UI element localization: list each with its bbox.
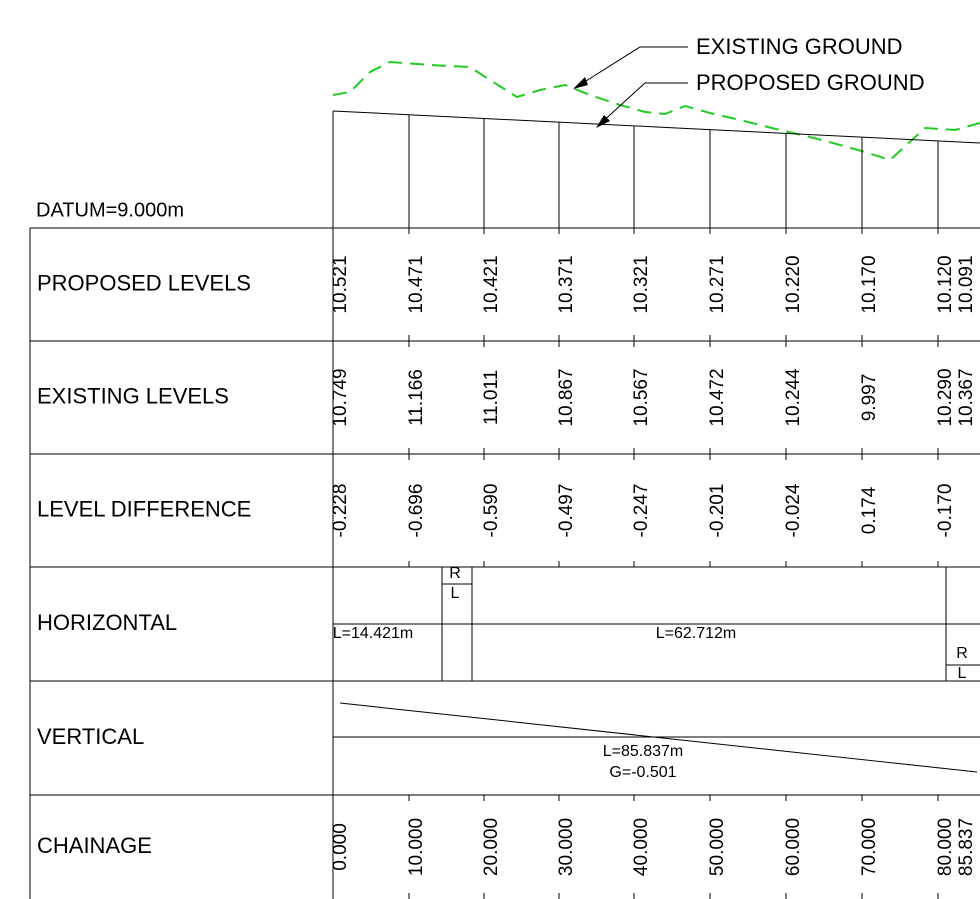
level-value: 80.000	[935, 818, 956, 876]
segment-text: L=62.712m	[656, 625, 737, 642]
curve-text: R	[956, 645, 968, 662]
level-value: 0.000	[330, 823, 351, 871]
level-value: -0.201	[707, 484, 728, 538]
level-value: 10.091	[956, 255, 977, 313]
level-value: 10.271	[707, 255, 728, 313]
level-value: 10.000	[406, 818, 427, 876]
level-value: -0.497	[556, 484, 577, 538]
row-label: EXISTING LEVELS	[37, 383, 229, 408]
legend-label: PROPOSED GROUND	[696, 70, 925, 95]
level-value: 10.290	[935, 368, 956, 426]
arrow	[596, 115, 610, 128]
level-value: 10.749	[330, 368, 351, 426]
level-value: 10.867	[556, 368, 577, 426]
leader	[599, 82, 688, 125]
level-value: 0.174	[859, 486, 880, 534]
legend-label: EXISTING GROUND	[696, 34, 903, 59]
level-value: 10.321	[631, 255, 652, 313]
level-value: 10.567	[631, 368, 652, 426]
grade-line	[339, 702, 978, 773]
arrow	[573, 77, 588, 89]
level-value: -0.696	[406, 484, 427, 538]
segment-text: L=14.421m	[333, 625, 414, 642]
row-label: HORIZONTAL	[37, 610, 177, 635]
level-value: 11.166	[406, 369, 427, 426]
level-value: 10.371	[556, 255, 577, 313]
level-value: 10.421	[481, 255, 502, 313]
curve-text: L	[958, 665, 967, 682]
level-value: 40.000	[631, 818, 652, 876]
level-value: 10.220	[783, 255, 804, 313]
vertical-text: L=85.837m	[603, 743, 684, 760]
row-label: VERTICAL	[37, 724, 144, 749]
level-value: 70.000	[859, 818, 880, 876]
level-value: 85.837	[956, 818, 977, 876]
level-value: -0.024	[783, 483, 804, 537]
level-value: 10.170	[859, 255, 880, 313]
level-value: 10.472	[707, 368, 728, 426]
datum: DATUM=9.000m	[36, 199, 184, 221]
level-value: -0.170	[935, 484, 956, 538]
row-label: LEVEL DIFFERENCE	[37, 496, 251, 521]
level-value: 10.120	[935, 255, 956, 313]
level-value: -0.228	[330, 484, 351, 538]
level-value: -0.590	[481, 484, 502, 538]
level-value: 10.244	[783, 368, 804, 427]
vertical-text: G=-0.501	[609, 764, 676, 781]
leader	[577, 46, 688, 87]
level-value: 60.000	[783, 818, 804, 876]
level-value: 10.521	[330, 255, 351, 313]
level-value: 10.471	[406, 255, 427, 313]
level-value: 9.997	[859, 374, 880, 422]
level-value: 20.000	[481, 818, 502, 876]
curve-text: L	[451, 585, 460, 602]
level-value: 10.367	[956, 368, 977, 426]
row-label: CHAINAGE	[37, 833, 152, 858]
level-value: 50.000	[707, 818, 728, 876]
proposed-ground	[332, 110, 980, 144]
existing-ground	[332, 60, 980, 162]
curve-text: R	[449, 565, 461, 582]
level-value: 30.000	[556, 818, 577, 876]
level-value: 11.011	[481, 370, 502, 425]
level-value: -0.247	[631, 484, 652, 538]
row-label: PROPOSED LEVELS	[37, 270, 251, 295]
